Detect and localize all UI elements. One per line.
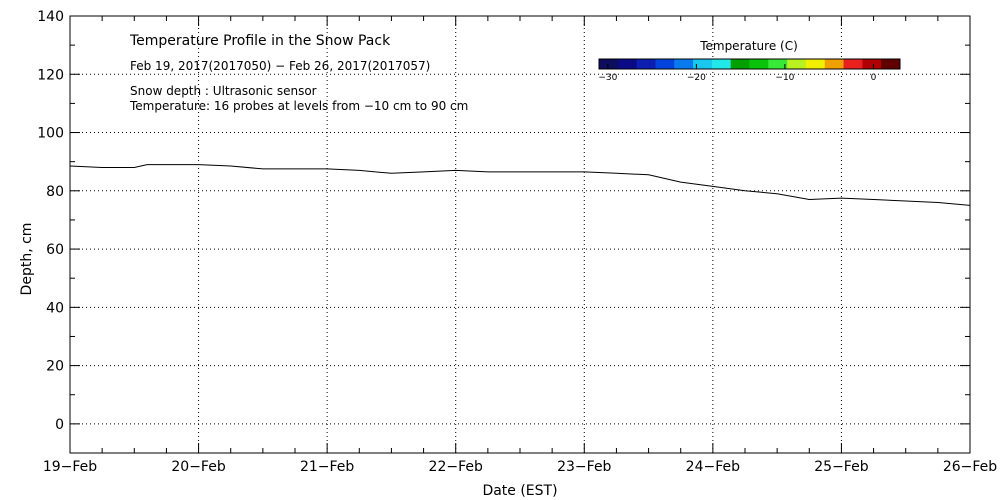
chart-title: Temperature Profile in the Snow Pack xyxy=(129,33,391,49)
colorbar-cell xyxy=(881,59,901,69)
colorbar-tick-label: 0 xyxy=(871,73,877,83)
colorbar-cell xyxy=(824,59,844,69)
colorbar-cell xyxy=(617,59,638,69)
colorbar-cell xyxy=(636,59,656,69)
colorbar-cell xyxy=(599,59,619,69)
colorbar-tick-label: −20 xyxy=(687,73,706,83)
colorbar-cell xyxy=(655,59,675,69)
colorbar-tick-label: −10 xyxy=(775,73,794,83)
y-tick-label: 20 xyxy=(46,359,64,375)
y-tick-label: 140 xyxy=(37,9,64,25)
axis-ticks xyxy=(69,15,971,454)
x-tick-label: 20−Feb xyxy=(171,459,225,475)
series-line-snow-depth xyxy=(69,164,971,206)
y-tick-label: 120 xyxy=(37,67,64,83)
colorbar-ticks: −30 −20 −10 0 xyxy=(598,64,877,83)
colorbar-cell xyxy=(768,59,788,69)
colorbar-cell xyxy=(730,59,750,69)
y-tick-label: 60 xyxy=(46,242,64,258)
colorbar-tick-label: −30 xyxy=(598,73,617,83)
colorbar-cell xyxy=(862,59,882,69)
x-tick-label: 19−Feb xyxy=(43,459,97,475)
colorbar-cell xyxy=(805,59,826,69)
y-axis-label: Depth, cm xyxy=(19,223,35,296)
colorbar-cells xyxy=(599,59,901,69)
x-tick-labels: 19−Feb 20−Feb 21−Feb 22−Feb 23−Feb 24−Feb 25−F… xyxy=(43,459,997,475)
x-axis-label: Date (EST) xyxy=(482,483,557,499)
colorbar-cell xyxy=(749,59,769,69)
colorbar-frame xyxy=(598,58,901,70)
temperature-colorbar: Temperature (C) −30 −20 −10 0 xyxy=(598,39,901,83)
y-tick-label: 0 xyxy=(55,417,64,433)
annotation-sensor: Snow depth : Ultrasonic sensor xyxy=(130,84,317,98)
annotation-probes: Temperature: 16 probes at levels from −1… xyxy=(129,99,468,113)
x-tick-label: 25−Feb xyxy=(814,459,868,475)
x-tick-label: 26−Feb xyxy=(943,459,997,475)
colorbar-cell xyxy=(693,59,713,69)
x-tick-label: 21−Feb xyxy=(300,459,354,475)
x-tick-label: 22−Feb xyxy=(429,459,483,475)
colorbar-cell xyxy=(787,59,807,69)
plot-frame xyxy=(69,15,971,454)
y-tick-label: 100 xyxy=(37,126,64,142)
chart-subtitle: Feb 19, 2017(2017050) − Feb 26, 2017(201… xyxy=(130,59,430,73)
x-tick-label: 24−Feb xyxy=(686,459,740,475)
series-layer xyxy=(69,164,971,206)
grid-lines xyxy=(70,16,970,453)
y-tick-label: 80 xyxy=(46,184,64,200)
x-tick-label: 23−Feb xyxy=(557,459,611,475)
colorbar-cell xyxy=(843,59,863,69)
y-tick-labels: 0 20 40 60 80 100 120 140 xyxy=(37,9,64,433)
y-tick-label: 40 xyxy=(46,300,64,316)
colorbar-cell xyxy=(674,59,694,69)
colorbar-label: Temperature (C) xyxy=(699,39,798,53)
colorbar-cell xyxy=(711,59,732,69)
